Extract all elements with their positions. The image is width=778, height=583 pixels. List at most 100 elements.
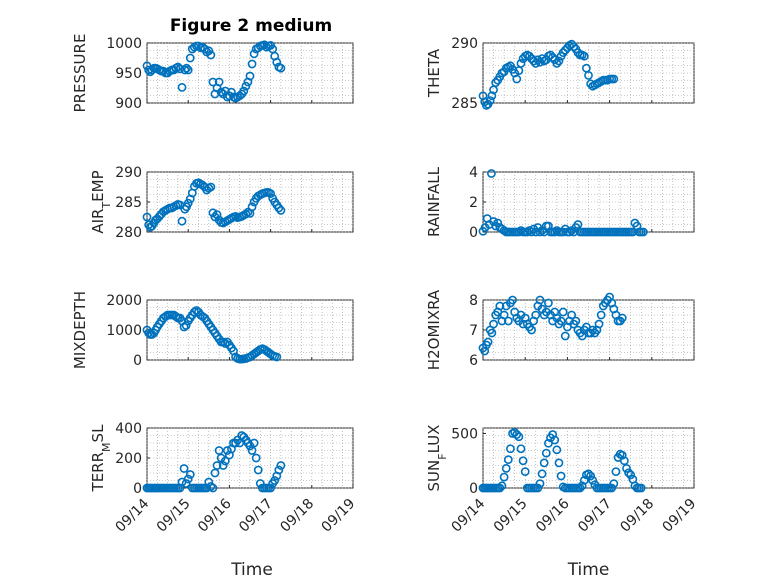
- data-point: [272, 352, 282, 362]
- ytick-label: 2000: [106, 293, 142, 309]
- data-point: [575, 483, 585, 493]
- xtick-label: 09/18: [617, 496, 657, 536]
- data-point: [512, 430, 522, 439]
- xtick-label: 09/15: [491, 496, 531, 536]
- data-point: [208, 208, 218, 218]
- data-point: [594, 319, 604, 329]
- ylabel-sub: M: [100, 442, 113, 452]
- subplot-pressure: 900 950 1000 PRESSURE: [71, 34, 354, 112]
- data-point: [485, 96, 495, 105]
- data-point: [499, 310, 509, 320]
- data-point: [274, 203, 284, 213]
- data-point: [183, 198, 193, 208]
- subplot-theta: 285 290 THETA: [425, 36, 695, 112]
- data-point: [554, 56, 564, 66]
- data-point: [535, 295, 545, 305]
- ytick-label: 0: [133, 353, 142, 369]
- ytick-label: 200: [115, 451, 142, 467]
- data-point: [276, 461, 286, 470]
- data-point: [171, 312, 181, 321]
- data-point: [276, 205, 286, 215]
- data-point: [142, 212, 152, 222]
- data-point: [276, 63, 286, 73]
- data-point: [556, 471, 566, 481]
- xlabel: Time: [567, 560, 610, 580]
- ylabel-sub: T: [100, 202, 113, 210]
- data-point: [270, 476, 280, 485]
- data-point: [489, 217, 498, 226]
- data-point: [185, 53, 195, 63]
- data-point: [210, 468, 220, 478]
- data-point: [596, 310, 606, 320]
- data-point: [227, 87, 236, 97]
- xtick-label: 09/18: [277, 496, 317, 536]
- data-point: [617, 313, 627, 323]
- data-point: [609, 74, 619, 84]
- subplot-sun_flux: 0 500 09/14 09/15 09/16 09/17 09/18 09/19 SUNFLU…: [425, 425, 699, 580]
- data-point: [531, 310, 541, 320]
- ytick-label: 400: [115, 421, 142, 437]
- data-point: [478, 91, 488, 101]
- data-point: [220, 339, 230, 348]
- data-point: [222, 446, 232, 455]
- data-point: [480, 346, 490, 356]
- ylabel-rest: EMP: [89, 170, 107, 201]
- data-point: [628, 227, 638, 237]
- ytick-label: 7: [469, 323, 478, 339]
- data-point: [501, 463, 511, 473]
- grid: [146, 299, 354, 361]
- data-point: [177, 216, 187, 226]
- data-point: [586, 471, 596, 481]
- data-point: [180, 65, 190, 75]
- data-point: [487, 328, 497, 338]
- ytick-label: 0: [133, 481, 142, 497]
- data-point: [552, 445, 562, 455]
- ylabel-rest: LUX: [425, 425, 443, 454]
- data-point: [554, 458, 564, 468]
- data-point: [516, 59, 526, 68]
- data-point: [518, 456, 528, 466]
- xtick-label: 09/16: [533, 496, 573, 536]
- ylabel: SUNFLUX: [425, 425, 449, 492]
- ylabel-main: SUN: [425, 460, 443, 492]
- data-point: [266, 189, 275, 198]
- data-point: [577, 481, 587, 491]
- data-point: [241, 209, 251, 219]
- xtick-label: 09/17: [575, 496, 615, 536]
- data-point: [206, 482, 216, 491]
- data-point: [619, 456, 629, 466]
- data-point: [182, 63, 191, 73]
- xtick-label: 09/14: [113, 496, 153, 536]
- data-point: [622, 463, 631, 473]
- data-point: [206, 50, 216, 60]
- data-point: [495, 483, 505, 493]
- grid: [482, 171, 695, 233]
- data-point: [185, 470, 195, 479]
- ytick-label: 0: [469, 481, 478, 497]
- data-point: [218, 461, 228, 470]
- data-point: [512, 74, 522, 84]
- xtick-label: 09/16: [195, 496, 235, 536]
- data-point: [487, 169, 496, 178]
- subplot-h2omixra: 6 7 8 H2OMIXRA: [425, 289, 695, 370]
- ytick-label: 1000: [106, 323, 142, 339]
- data-point: [483, 337, 493, 347]
- grid: [146, 427, 354, 489]
- ytick-label: 4: [469, 165, 478, 181]
- data-point: [183, 65, 193, 75]
- data-point: [208, 483, 218, 493]
- data-point: [216, 87, 226, 97]
- ylabel: H2OMIXRA: [425, 289, 443, 370]
- data-point: [609, 479, 619, 489]
- data-point: [527, 325, 536, 335]
- data-point: [506, 444, 515, 454]
- ytick-label: 900: [115, 96, 142, 112]
- data-point: [241, 81, 251, 91]
- data-point: [247, 59, 257, 69]
- data-point: [220, 456, 230, 466]
- data-point: [552, 59, 562, 68]
- data-point: [550, 435, 560, 445]
- ylabel: THETA: [425, 48, 443, 98]
